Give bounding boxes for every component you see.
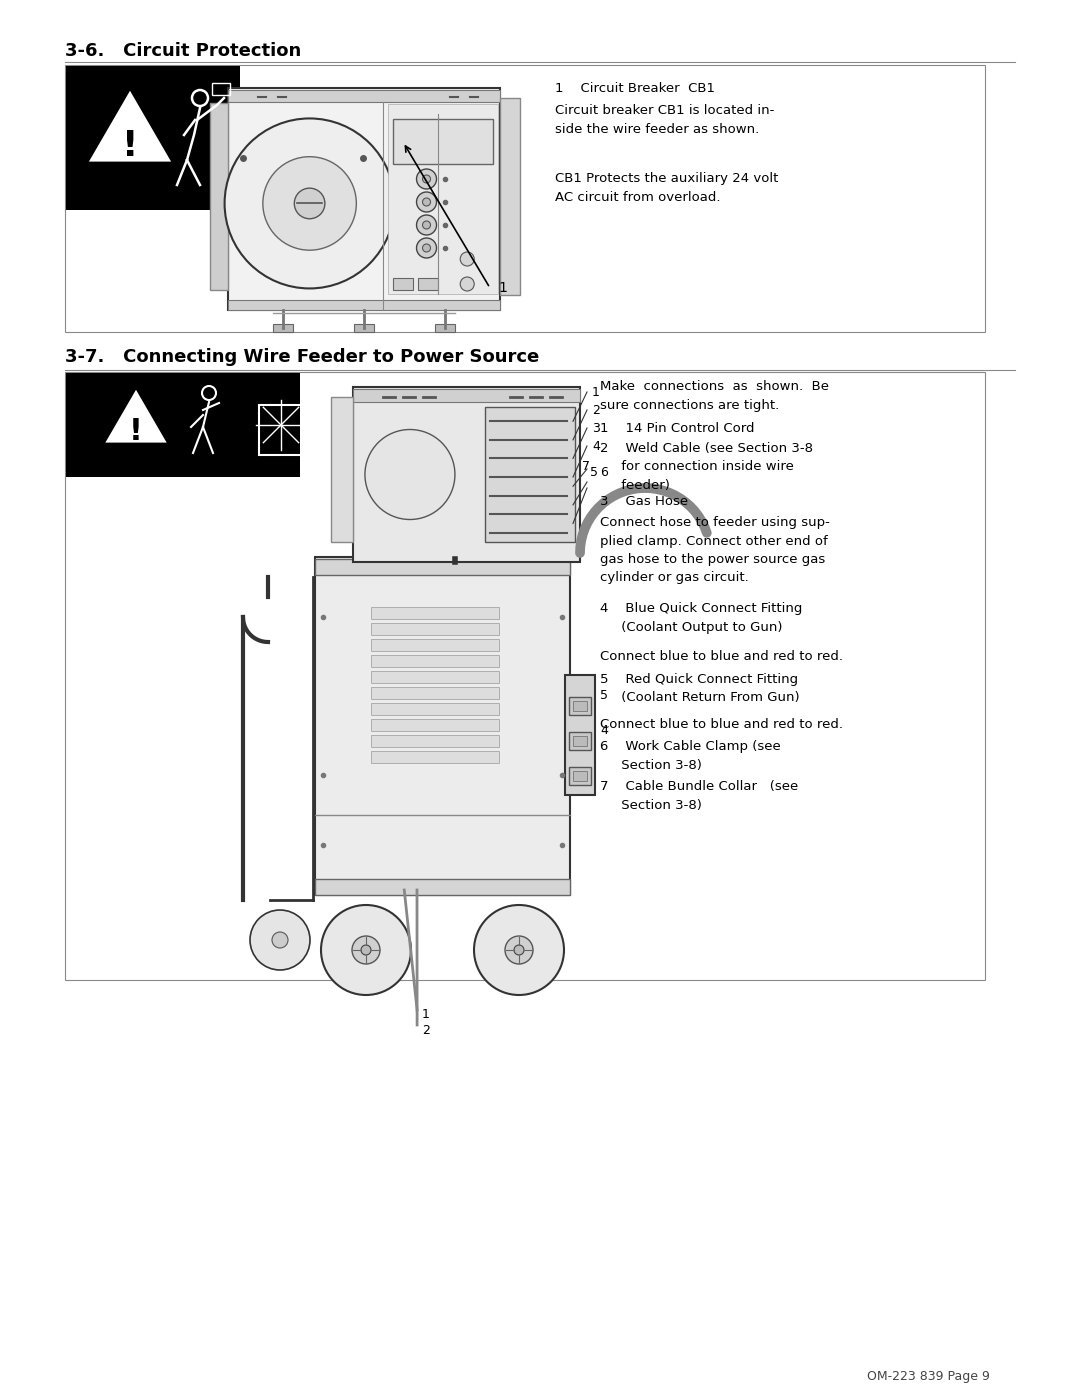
Text: 1: 1 (422, 1009, 430, 1021)
Text: 6    Work Cable Clamp (see
     Section 3-8): 6 Work Cable Clamp (see Section 3-8) (600, 740, 781, 771)
Text: 4    Blue Quick Connect Fitting
     (Coolant Output to Gun): 4 Blue Quick Connect Fitting (Coolant Ou… (600, 602, 802, 633)
Text: Connect blue to blue and red to red.: Connect blue to blue and red to red. (600, 650, 843, 664)
Bar (569, 697, 591, 715)
Text: 5    Red Quick Connect Fitting
     (Coolant Return From Gun): 5 Red Quick Connect Fitting (Coolant Ret… (600, 673, 799, 704)
Circle shape (361, 944, 372, 956)
Circle shape (417, 215, 436, 235)
Circle shape (272, 932, 288, 949)
Bar (228, 88, 500, 310)
Circle shape (514, 944, 524, 956)
Circle shape (294, 189, 325, 219)
Text: 3: 3 (592, 422, 599, 434)
Circle shape (365, 429, 455, 520)
Circle shape (417, 237, 436, 258)
Bar (353, 388, 580, 402)
Text: 7: 7 (582, 461, 590, 474)
Bar (66, 373, 300, 476)
Bar (435, 324, 455, 332)
Bar (332, 397, 353, 542)
Bar (353, 387, 580, 562)
Text: 3    Gas Hose: 3 Gas Hose (600, 495, 688, 509)
Bar (372, 671, 499, 683)
Bar (393, 119, 492, 163)
Bar (573, 736, 588, 746)
Bar (372, 735, 499, 747)
Text: Connect blue to blue and red to red.: Connect blue to blue and red to red. (600, 718, 843, 731)
Text: 2: 2 (592, 404, 599, 416)
Text: 3-7.   Connecting Wire Feeder to Power Source: 3-7. Connecting Wire Feeder to Power Sou… (65, 348, 539, 366)
Circle shape (460, 277, 474, 291)
Text: !: ! (130, 416, 143, 446)
Bar (315, 559, 570, 576)
Circle shape (417, 191, 436, 212)
Text: !: ! (122, 129, 138, 163)
Bar (372, 655, 499, 666)
Text: 5: 5 (590, 465, 598, 479)
Bar (485, 407, 575, 542)
Text: 4: 4 (600, 724, 608, 736)
Bar (273, 324, 293, 332)
Bar (66, 66, 240, 210)
Text: 2: 2 (422, 1024, 430, 1038)
Bar (573, 701, 588, 711)
Text: 1    14 Pin Control Cord: 1 14 Pin Control Cord (600, 422, 755, 434)
Bar (418, 278, 438, 291)
Text: CB1 Protects the auxiliary 24 volt
AC circuit from overload.: CB1 Protects the auxiliary 24 volt AC ci… (555, 172, 779, 204)
Circle shape (422, 175, 431, 183)
Bar (65, 66, 985, 332)
Text: 4: 4 (592, 440, 599, 453)
Bar (372, 687, 499, 698)
Bar (228, 89, 500, 102)
Text: 1: 1 (592, 386, 599, 398)
Bar (500, 98, 519, 295)
Text: 6: 6 (600, 465, 608, 479)
Circle shape (422, 244, 431, 251)
Circle shape (474, 905, 564, 995)
Bar (565, 675, 595, 795)
Circle shape (460, 251, 474, 265)
Bar (354, 324, 374, 332)
Bar (569, 732, 591, 750)
Bar (393, 278, 413, 291)
Bar (372, 752, 499, 763)
Circle shape (352, 936, 380, 964)
Text: OM-223 839 Page 9: OM-223 839 Page 9 (867, 1370, 990, 1383)
Polygon shape (103, 387, 170, 444)
Bar (210, 103, 228, 291)
Text: 5: 5 (600, 689, 608, 701)
Circle shape (321, 905, 411, 995)
Bar (315, 557, 570, 895)
Polygon shape (86, 88, 174, 163)
Circle shape (249, 909, 310, 970)
Bar (388, 103, 498, 293)
Bar (65, 372, 985, 981)
Text: 1: 1 (498, 281, 507, 295)
Circle shape (417, 169, 436, 189)
Bar (372, 638, 499, 651)
Bar (372, 623, 499, 636)
Text: 2    Weld Cable (see Section 3-8
     for connection inside wire
     feeder): 2 Weld Cable (see Section 3-8 for connec… (600, 441, 813, 492)
Text: Make  connections  as  shown.  Be
sure connections are tight.: Make connections as shown. Be sure conne… (600, 380, 829, 412)
Bar (372, 719, 499, 731)
Bar (573, 771, 588, 781)
Circle shape (422, 198, 431, 205)
Text: Circuit breaker CB1 is located in-
side the wire feeder as shown.: Circuit breaker CB1 is located in- side … (555, 103, 774, 136)
Bar (259, 405, 303, 455)
Bar (212, 82, 230, 95)
Text: 1    Circuit Breaker  CB1: 1 Circuit Breaker CB1 (555, 82, 715, 95)
Text: 3-6.   Circuit Protection: 3-6. Circuit Protection (65, 42, 301, 60)
Circle shape (422, 221, 431, 229)
Bar (228, 300, 500, 310)
Circle shape (262, 156, 356, 250)
Text: 7    Cable Bundle Collar   (see
     Section 3-8): 7 Cable Bundle Collar (see Section 3-8) (600, 780, 798, 812)
Text: Connect hose to feeder using sup-
plied clamp. Connect other end of
gas hose to : Connect hose to feeder using sup- plied … (600, 515, 829, 584)
Circle shape (225, 119, 394, 288)
Bar (372, 608, 499, 619)
Bar (372, 703, 499, 715)
Circle shape (505, 936, 534, 964)
Bar (569, 767, 591, 785)
Bar (315, 879, 570, 895)
